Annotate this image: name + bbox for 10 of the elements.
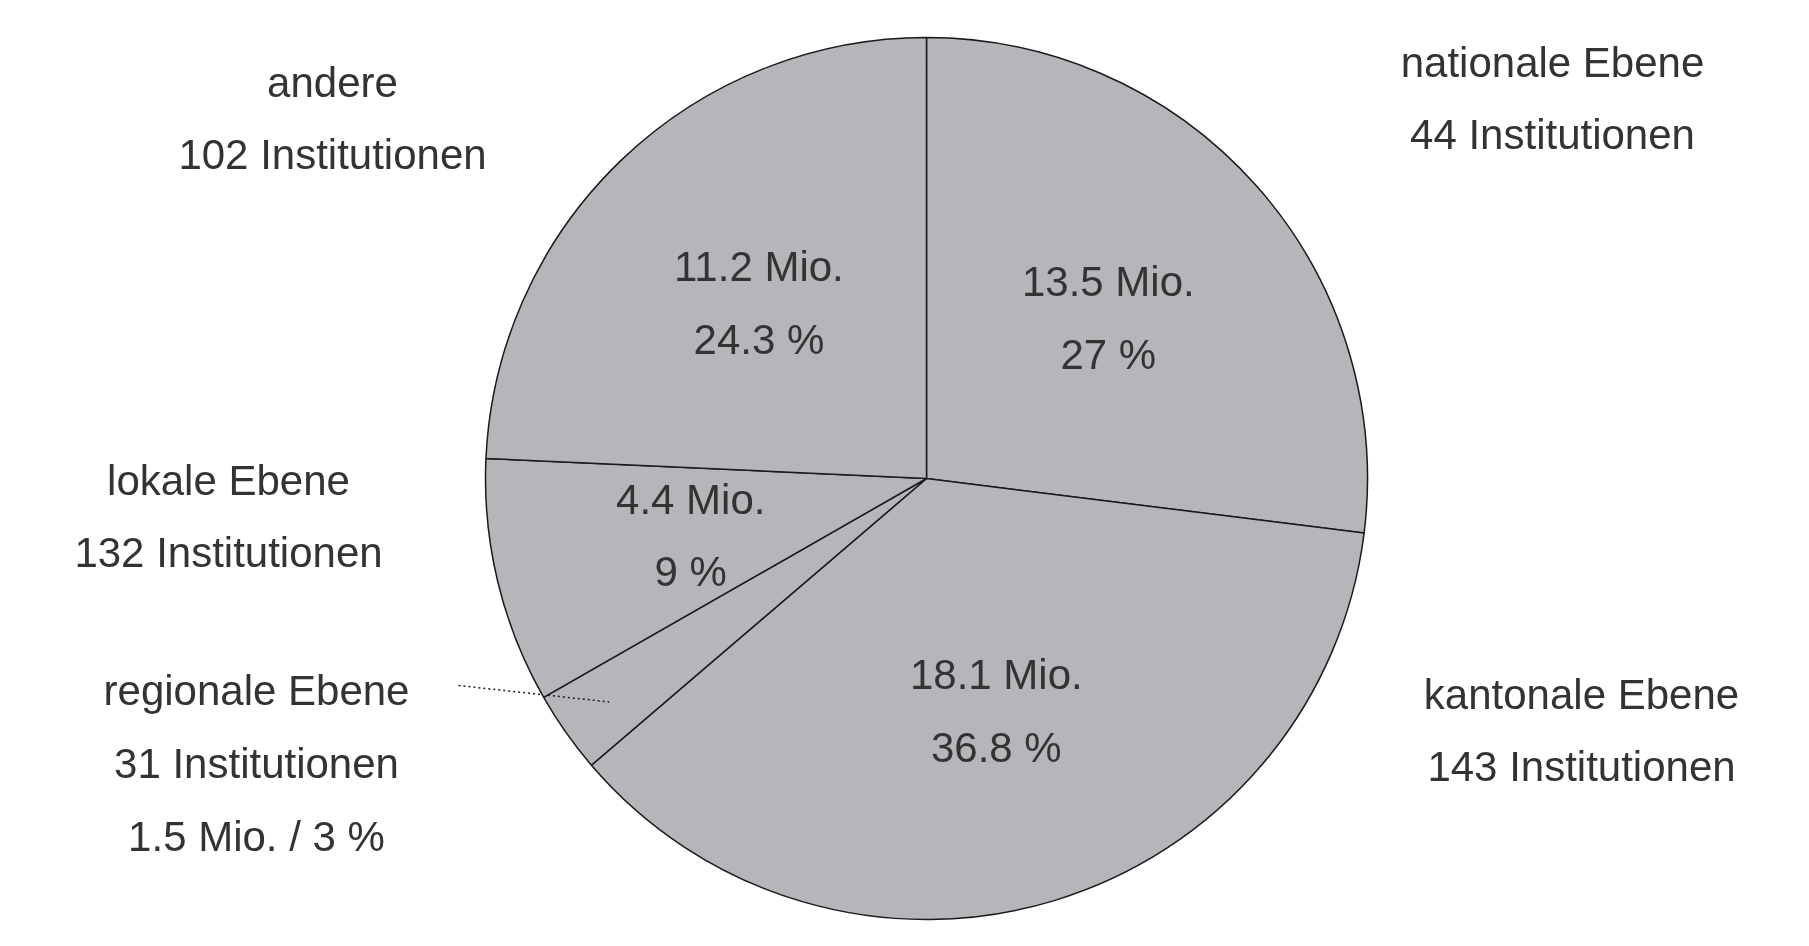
data-label: 1.5 Mio. / 3 %: [128, 812, 385, 860]
slice-label: kantonale Ebene 143 Institutionen: [1423, 670, 1740, 791]
data-label: 18.1 Mio. 36.8 %: [909, 650, 1083, 771]
data-label: 13.5 Mio. 27 %: [1021, 258, 1195, 378]
slice-label: lokale Ebene 132 Institutionen: [74, 456, 383, 577]
slice-label: andere 102 Institutionen: [178, 58, 487, 179]
slice-label: regionale Ebene 31 Institutionen: [103, 667, 410, 787]
slice-label: nationale Ebene 44 Institutionen: [1400, 38, 1705, 159]
data-label: 4.4 Mio. 9 %: [616, 475, 766, 596]
data-label: 11.2 Mio. 24.3 %: [674, 243, 844, 364]
